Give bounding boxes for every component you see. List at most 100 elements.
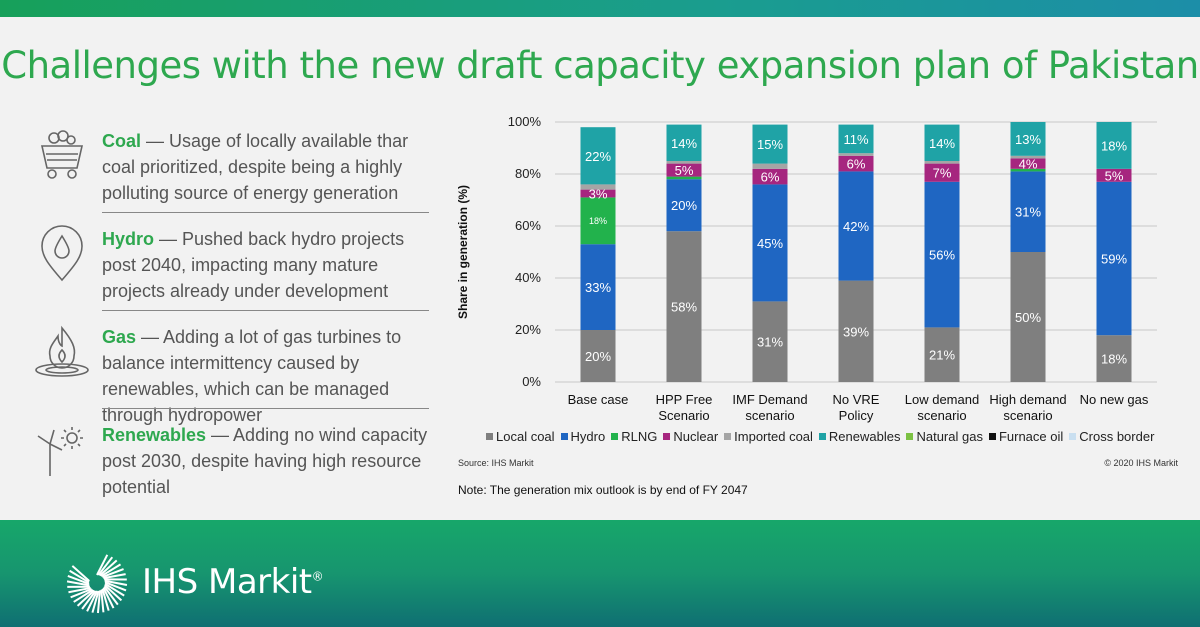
data-label: 39% xyxy=(843,324,869,339)
bar-segment xyxy=(580,189,616,198)
x-tick-label: No new gas xyxy=(1080,392,1149,407)
x-tick-label: HPP Free xyxy=(656,392,713,407)
x-tick-label: Scenario xyxy=(658,408,709,423)
data-label: 14% xyxy=(929,136,955,151)
legend-swatch xyxy=(724,433,732,441)
data-label: 18% xyxy=(589,216,607,226)
legend-item-label: Hydro xyxy=(570,429,606,445)
bar-segment xyxy=(1010,158,1046,169)
data-label: 7% xyxy=(933,166,952,181)
bar-segment xyxy=(666,163,702,177)
legend-swatch xyxy=(663,433,671,441)
y-tick-label: 60% xyxy=(515,218,541,233)
bar-segment xyxy=(1010,155,1046,159)
bar-segment xyxy=(1010,122,1046,156)
data-label: 13% xyxy=(1015,132,1041,147)
bar-segment xyxy=(580,197,616,245)
legend-item-label: Imported coal xyxy=(734,429,813,445)
x-tick-label: Policy xyxy=(839,408,874,423)
source-text: Source: IHS Markit xyxy=(458,458,534,468)
legend-swatch xyxy=(818,433,826,441)
bar-segment xyxy=(924,124,960,161)
generation-mix-chart: 0% 20% 40% 60% 80% 100% Share in generation (%… xyxy=(456,114,1157,423)
gas-flame-icon xyxy=(35,325,89,377)
brand-name: IHS Markit® xyxy=(142,562,324,602)
data-label: 42% xyxy=(843,219,869,234)
bar-segment xyxy=(1010,252,1046,382)
challenges-list: Coal — Usage of locally available thar c… xyxy=(30,122,430,514)
bar-segment xyxy=(1096,335,1132,382)
divider xyxy=(102,310,429,311)
page-title: Challenges with the new draft capacity e… xyxy=(1,44,1199,87)
x-tick-label: High demand xyxy=(989,392,1066,407)
data-label: 15% xyxy=(757,137,783,152)
y-tick-label: 20% xyxy=(515,322,541,337)
y-axis-label: Share in generation (%) xyxy=(456,185,470,319)
divider xyxy=(102,408,429,409)
y-tick-label: 80% xyxy=(515,166,541,181)
coal-text: Coal — Usage of locally available thar c… xyxy=(102,131,409,203)
data-label: 20% xyxy=(585,349,611,364)
chart-legend: Local coal Hydro RLNG Nuclear Imported coal R… xyxy=(480,428,1180,444)
coal-cart-icon xyxy=(40,130,84,179)
legend-swatch xyxy=(906,433,914,441)
data-label: 11% xyxy=(843,132,868,147)
data-label: 31% xyxy=(757,335,783,350)
bar-segment xyxy=(752,124,788,164)
data-label: 33% xyxy=(585,280,611,295)
data-label: 20% xyxy=(671,198,697,213)
x-tick-label: Base case xyxy=(568,392,629,407)
legend-item-label: RLNG xyxy=(621,429,658,445)
bar-segment xyxy=(1096,168,1132,182)
x-tick-label: No VRE xyxy=(833,392,880,407)
bar-segment xyxy=(838,155,874,172)
legend-swatch xyxy=(611,433,619,441)
bar-segment xyxy=(838,124,874,154)
data-label: 31% xyxy=(1015,205,1041,220)
bar-segment xyxy=(666,231,702,382)
legend-item-label: Nuclear xyxy=(673,429,719,445)
bar-segment xyxy=(924,163,960,182)
legend-item-label: Natural gas xyxy=(916,429,983,445)
data-label: 6% xyxy=(761,170,780,185)
bar-segment xyxy=(580,244,616,330)
copyright-text: © 2020 IHS Markit xyxy=(1104,458,1178,468)
gas-text: Gas — Adding a lot of gas turbines to ba… xyxy=(102,327,402,425)
bar-segment xyxy=(924,181,960,328)
footer-band xyxy=(0,520,1200,627)
bar-segment xyxy=(666,161,702,164)
legend-swatch xyxy=(486,433,493,441)
hydro-text: Hydro — Pushed back hydro projects post … xyxy=(102,229,405,301)
data-label: 5% xyxy=(1105,168,1124,183)
ihs-markit-logo-icon xyxy=(66,554,128,614)
water-drop-pin-icon xyxy=(41,225,83,282)
bar-segment xyxy=(580,127,616,185)
wind-turbine-sun-icon xyxy=(37,427,83,476)
x-tick-label: scenario xyxy=(917,408,966,423)
bar-segment xyxy=(1096,122,1132,169)
legend-swatch xyxy=(560,433,568,441)
divider xyxy=(102,212,429,213)
data-label: 18% xyxy=(1101,138,1127,153)
x-tick-label: Low demand xyxy=(905,392,979,407)
top-accent-bar xyxy=(0,0,1200,17)
list-item-hydro: Hydro — Pushed back hydro projects post … xyxy=(30,220,430,318)
bar-segment xyxy=(666,176,702,180)
renewables-text: Renewables — Adding no wind capacity pos… xyxy=(102,425,428,497)
bar-segment xyxy=(580,330,616,382)
bar-segment xyxy=(924,161,960,164)
x-tick-label: scenario xyxy=(1003,408,1052,423)
legend-item-label: Renewables xyxy=(828,429,901,445)
data-label: 45% xyxy=(757,236,783,251)
bar-segment xyxy=(752,301,788,382)
note-text: Note: The generation mix outlook is by e… xyxy=(458,483,748,497)
bar-segment xyxy=(838,171,874,281)
x-tick-label: IMF Demand xyxy=(732,392,807,407)
legend-item-label: Local coal xyxy=(496,429,555,445)
bar-segment xyxy=(752,163,788,169)
bar-segment xyxy=(666,124,702,161)
list-item-gas: Gas — Adding a lot of gas turbines to ba… xyxy=(30,318,430,425)
list-item-renewables: Renewables — Adding no wind capacity pos… xyxy=(30,416,430,514)
bar-segment xyxy=(1010,168,1046,172)
bar-segment xyxy=(838,153,874,156)
